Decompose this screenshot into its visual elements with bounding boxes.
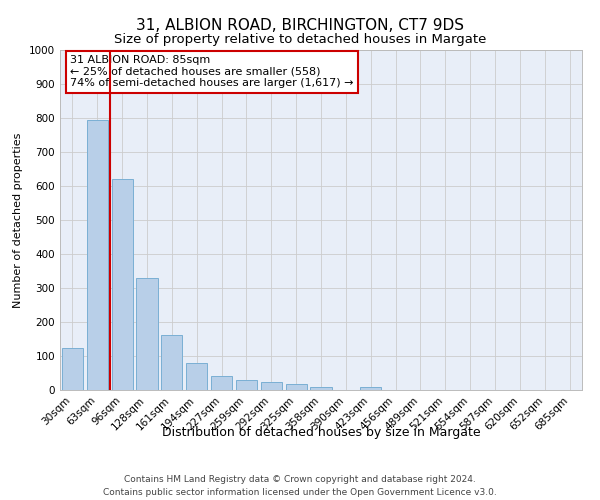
Text: Contains public sector information licensed under the Open Government Licence v3: Contains public sector information licen… — [103, 488, 497, 497]
Bar — [186, 364, 207, 390]
Text: 31, ALBION ROAD, BIRCHINGTON, CT7 9DS: 31, ALBION ROAD, BIRCHINGTON, CT7 9DS — [136, 18, 464, 32]
Text: Size of property relative to detached houses in Margate: Size of property relative to detached ho… — [114, 32, 486, 46]
Bar — [87, 120, 108, 390]
Bar — [112, 179, 133, 390]
Bar — [161, 334, 182, 390]
Bar — [261, 382, 282, 390]
Bar — [136, 278, 158, 390]
Text: Contains HM Land Registry data © Crown copyright and database right 2024.: Contains HM Land Registry data © Crown c… — [124, 476, 476, 484]
Text: Distribution of detached houses by size in Margate: Distribution of detached houses by size … — [161, 426, 481, 439]
Bar — [360, 386, 381, 390]
Bar — [211, 376, 232, 390]
Bar — [62, 348, 83, 390]
Y-axis label: Number of detached properties: Number of detached properties — [13, 132, 23, 308]
Bar — [286, 384, 307, 390]
Bar — [310, 386, 332, 390]
Bar — [236, 380, 257, 390]
Text: 31 ALBION ROAD: 85sqm
← 25% of detached houses are smaller (558)
74% of semi-det: 31 ALBION ROAD: 85sqm ← 25% of detached … — [70, 55, 354, 88]
